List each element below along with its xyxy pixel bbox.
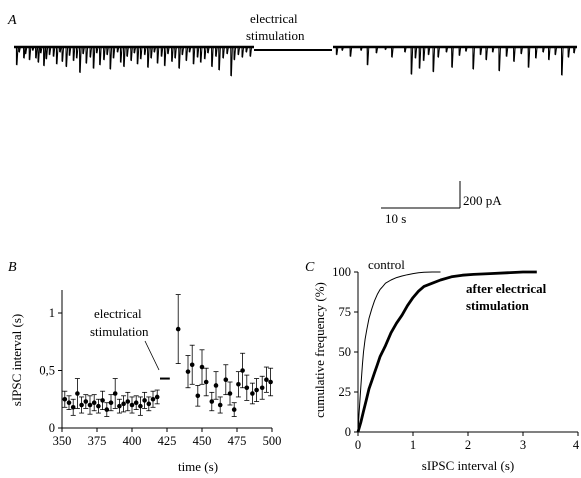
trace-segment-after [333,46,577,76]
panel-b-point [70,405,76,410]
panel-c-after-label-line2: stimulation [466,298,530,313]
panel-a-trace [14,45,577,77]
panel-a-stim-label-line1: electrical [250,11,298,26]
panel-b-point [268,379,273,385]
panel-b-point [117,403,122,409]
panel-b-point [75,391,80,396]
panel-b-point [213,383,219,388]
panel-b-point [259,385,265,391]
panel-b-point [121,401,126,407]
panel-b-x-tick-label: 425 [158,434,177,448]
panel-b-point [138,403,143,409]
trace-segment-before [14,46,254,77]
panel-b-x-tick-label: 500 [263,434,282,448]
panel-b-x-tick-label: 375 [88,434,107,448]
panel-b-letter: B [8,260,17,275]
panel-b-x-tick-label: 350 [53,434,72,448]
panel-b-point [150,396,156,402]
panel-c-xlabel: sIPSC interval (s) [422,458,514,473]
panel-c-y-tick-label: 50 [339,345,352,359]
panel-c-plot: 0 1 2 3 4 0 25 50 75 100 [332,265,580,452]
panel-b-point [91,400,97,406]
panel-a-stim-label-line2: stimulation [246,28,305,43]
panel-b-ylabel: sIPSC interval (s) [9,314,24,406]
panel-b-point [83,399,89,404]
panel-b-stim-label-line2: stimulation [90,324,149,339]
panel-b-x-tick-label: 475 [228,434,247,448]
panel-b-y-tick-label: 0 [49,421,55,435]
panel-b-stim-pointer [144,340,160,371]
panel-a: A electrical stimulation 200 pA 10 s [7,11,577,226]
panel-b-point [100,398,105,403]
panel-b-y-tick-label: 1 [49,306,55,320]
panel-b-point [209,399,215,404]
panel-c-ylabel: cumulative frequency (%) [312,282,327,418]
panel-c-y-tick-label: 100 [332,265,351,279]
panel-a-scale-y-label: 200 pA [463,193,502,208]
panel-b-point [87,402,93,408]
panel-b-point [240,368,245,373]
panel-b-point [217,402,223,408]
panel-b-plot: 350 375 400 425 450 475 500 0 0,5 1 [39,290,281,448]
panel-b-point [231,407,237,412]
panel-c: C cumulative frequency (%) sIPSC interva… [305,257,580,473]
panel-b-x-tick-label: 400 [123,434,142,448]
panel-b-point [264,377,269,383]
panel-b-point [203,379,209,385]
panel-b-point [133,400,139,406]
panel-b-point [104,407,110,412]
panel-b-point [185,369,191,374]
panel-c-y-tick-label: 75 [339,305,352,319]
panel-b-point [244,385,250,391]
panel-c-y-tick-label: 25 [339,385,352,399]
panel-c-after-label-line1: after electrical [466,281,547,296]
panel-c-control-label: control [368,257,405,272]
panel-b-point [79,402,84,408]
panel-a-scale-x-label: 10 s [385,211,406,226]
panel-b-point [199,364,205,370]
panel-c-x-tick-label: 4 [573,438,580,452]
panel-b-point [195,393,201,399]
panel-c-x-tick-label: 0 [355,438,361,452]
panel-b-y-tick-label: 0,5 [39,364,55,378]
panel-b-point [189,362,195,368]
panel-b-point [227,391,233,396]
panel-c-x-tick-label: 2 [465,438,471,452]
panel-b-point [250,391,255,396]
panel-b-point [154,394,160,400]
panel-c-x-tick-label: 3 [520,438,526,452]
panel-c-y-tick-label: 0 [345,425,351,439]
panel-b-point [112,391,118,396]
panel-b-point [146,401,152,407]
panel-b-point [236,382,241,387]
panel-b-point [254,387,259,393]
panel-b-stim-label-line1: electrical [94,306,142,321]
panel-b-point [108,400,114,406]
panel-c-control-line [357,271,441,433]
panel-c-after-stimulation-line [356,270,537,433]
panel-b-point [175,326,181,332]
panel-b-x-tick-label: 450 [193,434,212,448]
panel-b-point [129,402,135,408]
panel-c-letter: C [305,260,315,275]
panel-b-xlabel: time (s) [178,459,218,474]
panel-b-point [142,398,147,403]
panel-c-x-tick-label: 1 [410,438,416,452]
panel-b-point [66,400,72,406]
panel-b-point [96,403,101,409]
panel-b-point [62,396,68,402]
panel-b-point [125,399,131,404]
panel-a-letter: A [7,13,17,28]
panel-b: B sIPSC interval (s) time (s) electrical… [8,260,281,474]
panel-b-point [223,377,229,383]
